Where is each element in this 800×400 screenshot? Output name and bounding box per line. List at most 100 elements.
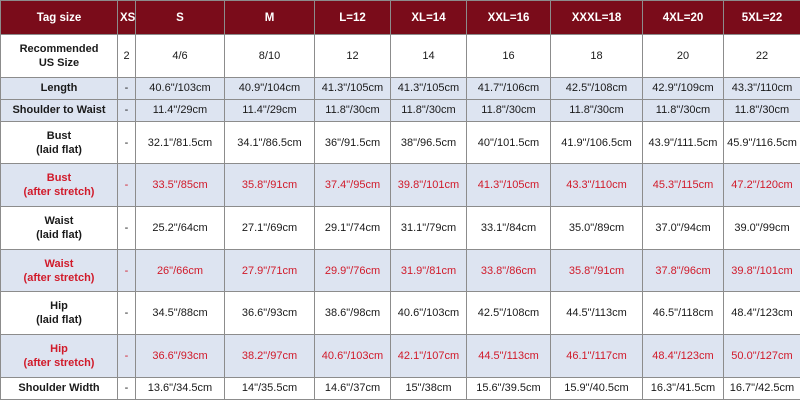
table-cell: 45.9"/116.5cm xyxy=(723,120,800,165)
table-cell: 39.8"/101cm xyxy=(723,248,800,293)
table-row: Bust (laid flat) -32.1"/81.5cm 34.1"/86.5cm… xyxy=(0,120,800,165)
table-cell: 13.6"/34.5cm xyxy=(135,376,225,400)
table-cell: 42.1"/107cm xyxy=(390,334,467,378)
table-row: Length -40.6"/103cm 40.9"/104cm 41.3"/105cm… xyxy=(0,76,800,100)
table-cell: 11.8"/30cm xyxy=(723,98,800,122)
table-cell: - xyxy=(117,163,136,208)
header-cell: XS xyxy=(117,0,136,35)
table-row: Shoulder Width -13.6"/34.5cm 14"/35.5cm 14.… xyxy=(0,376,800,400)
table-cell: 41.9"/106.5cm xyxy=(550,120,643,165)
header-cell: M xyxy=(224,0,315,35)
table-cell: 32.1"/81.5cm xyxy=(135,120,225,165)
table-row: Hip (after stretch) -36.6"/93cm 38.2"/97cm 4… xyxy=(0,334,800,378)
table-cell: 14 xyxy=(390,34,467,78)
table-cell: 25.2"/64cm xyxy=(135,206,225,250)
row-label: Hip (after stretch) xyxy=(0,334,118,378)
table-cell: 48.4"/123cm xyxy=(642,334,724,378)
row-label: Bust (laid flat) xyxy=(0,120,118,165)
table-cell: 18 xyxy=(550,34,643,78)
row-label: Shoulder Width xyxy=(0,376,118,400)
row-label-line: (laid flat) xyxy=(36,143,82,156)
row-label: Shoulder to Waist xyxy=(0,98,118,122)
table-cell: 16.7"/42.5cm xyxy=(723,376,800,400)
table-cell: 42.5"/108cm xyxy=(466,291,551,336)
table-cell: 41.7"/106cm xyxy=(466,76,551,100)
table-cell: 15.6"/39.5cm xyxy=(466,376,551,400)
table-cell: 38"/96.5cm xyxy=(390,120,467,165)
table-cell: 11.8"/30cm xyxy=(314,98,391,122)
table-cell: 50.0"/127cm xyxy=(723,334,800,378)
table-row: Waist (after stretch) -26"/66cm 27.9"/71cm 2… xyxy=(0,248,800,293)
table-cell: 40.6"/103cm xyxy=(314,334,391,378)
table-row: Shoulder to Waist -11.4"/29cm 11.4"/29cm 11… xyxy=(0,98,800,122)
row-label-line: Bust xyxy=(46,129,72,142)
table-cell: 4/6 xyxy=(135,34,225,78)
table-row: Hip (laid flat) -34.5"/88cm 36.6"/93cm 38.6"… xyxy=(0,291,800,336)
table-cell: 29.9"/76cm xyxy=(314,248,391,293)
row-label-line: Bust xyxy=(46,172,72,185)
table-cell: 36.6"/93cm xyxy=(224,291,315,336)
table-cell: 2 xyxy=(117,34,136,78)
table-cell: 40"/101.5cm xyxy=(466,120,551,165)
row-label-line: Recommended xyxy=(19,42,99,55)
table-cell: 46.5"/118cm xyxy=(642,291,724,336)
table-cell: 35.8"/91cm xyxy=(550,248,643,293)
table-cell: 35.0"/89cm xyxy=(550,206,643,250)
table-cell: 40.6"/103cm xyxy=(390,291,467,336)
header-cell: Tag size xyxy=(0,0,118,35)
table-cell: 27.9"/71cm xyxy=(224,248,315,293)
table-cell: 43.3"/110cm xyxy=(550,163,643,208)
table-cell: - xyxy=(117,334,136,378)
header-cell: XL=14 xyxy=(390,0,467,35)
row-label-line: (laid flat) xyxy=(36,228,82,241)
row-label-line: Waist xyxy=(44,214,74,227)
row-label: Bust (after stretch) xyxy=(0,163,118,208)
table-cell: 47.2"/120cm xyxy=(723,163,800,208)
table-cell: 33.5"/85cm xyxy=(135,163,225,208)
table-cell: 8/10 xyxy=(224,34,315,78)
table-cell: - xyxy=(117,120,136,165)
table-cell: 41.3"/105cm xyxy=(466,163,551,208)
table-cell: 15.9"/40.5cm xyxy=(550,376,643,400)
table-cell: 11.8"/30cm xyxy=(550,98,643,122)
row-label: Hip (laid flat) xyxy=(0,291,118,336)
row-label: Waist (after stretch) xyxy=(0,248,118,293)
table-cell: 22 xyxy=(723,34,800,78)
table-cell: 29.1"/74cm xyxy=(314,206,391,250)
table-cell: - xyxy=(117,291,136,336)
table-cell: 11.8"/30cm xyxy=(466,98,551,122)
row-label-line: (after stretch) xyxy=(23,356,95,369)
table-cell: - xyxy=(117,206,136,250)
row-label-line: Length xyxy=(40,82,78,95)
table-cell: 27.1"/69cm xyxy=(224,206,315,250)
table-cell: 39.0"/99cm xyxy=(723,206,800,250)
table-cell: 35.8"/91cm xyxy=(224,163,315,208)
table-cell: 11.8"/30cm xyxy=(390,98,467,122)
table-cell: 38.6"/98cm xyxy=(314,291,391,336)
row-label-line: US Size xyxy=(38,56,80,69)
table-cell: 39.8"/101cm xyxy=(390,163,467,208)
table-cell: 38.2"/97cm xyxy=(224,334,315,378)
table-cell: 37.8"/96cm xyxy=(642,248,724,293)
table-cell: 14"/35.5cm xyxy=(224,376,315,400)
table-cell: 40.6"/103cm xyxy=(135,76,225,100)
table-row: Bust (after stretch) -33.5"/85cm 35.8"/91cm… xyxy=(0,163,800,208)
table-cell: 26"/66cm xyxy=(135,248,225,293)
table-cell: 16 xyxy=(466,34,551,78)
header-cell: S xyxy=(135,0,225,35)
row-label-line: (after stretch) xyxy=(23,186,95,199)
header-row: Tag size XS S M L=12 XL=14 XXL=16 XXXL=1… xyxy=(0,0,800,35)
table-cell: 44.5"/113cm xyxy=(466,334,551,378)
row-label: Waist (laid flat) xyxy=(0,206,118,250)
table-cell: 33.8"/86cm xyxy=(466,248,551,293)
table-cell: 43.3"/110cm xyxy=(723,76,800,100)
table-cell: 34.5"/88cm xyxy=(135,291,225,336)
row-label: Recommended US Size xyxy=(0,34,118,78)
row-label-line: Shoulder to Waist xyxy=(12,104,106,117)
table-cell: 12 xyxy=(314,34,391,78)
table-cell: 36.6"/93cm xyxy=(135,334,225,378)
table-cell: - xyxy=(117,98,136,122)
row-label: Length xyxy=(0,76,118,100)
header-cell: XXL=16 xyxy=(466,0,551,35)
